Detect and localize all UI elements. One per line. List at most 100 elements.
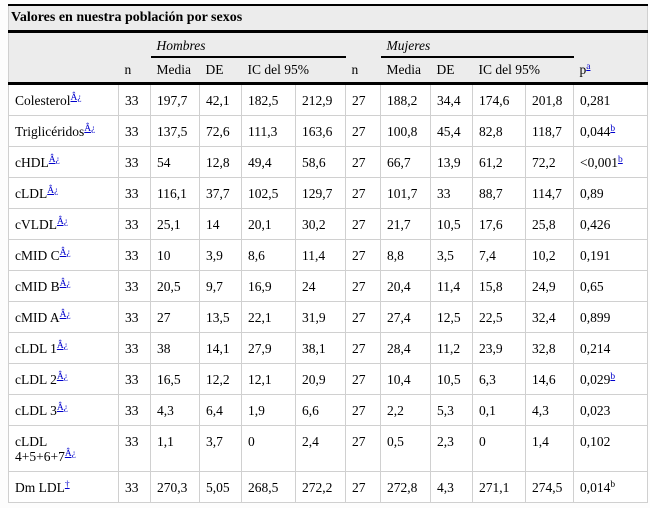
row-label: cLDL <box>15 186 48 201</box>
cell-p-value: 0,044b <box>572 115 649 147</box>
cell-ic-high-hombres: 163,6 <box>295 115 346 147</box>
cell-media-mujeres: 10,4 <box>380 363 431 395</box>
cell-n-hombres: 33 <box>118 83 151 116</box>
cell-ic-low-hombres: 102,5 <box>241 177 296 209</box>
col-header-media-hombres: Media <box>150 57 200 85</box>
cell-ic-high-hombres: 38,1 <box>295 332 346 364</box>
cell-media-hombres: 197,7 <box>150 83 200 116</box>
cell-de-hombres: 14,1 <box>199 332 242 364</box>
p-footnote-link[interactable]: b <box>610 480 616 490</box>
cell-n-mujeres: 27 <box>345 471 381 503</box>
col-header-de-hombres: DE <box>199 57 242 85</box>
col-header-p: pa <box>573 57 648 85</box>
cell-n-mujeres: 27 <box>345 301 381 333</box>
cell-ic-high-hombres: 58,6 <box>295 146 346 178</box>
row-footnote-link[interactable]: Â¿ <box>56 372 68 382</box>
cell-de-mujeres: 3,5 <box>430 239 473 271</box>
p-footnote-link[interactable]: b <box>618 155 623 165</box>
p-footnote-link[interactable]: b <box>610 124 616 134</box>
cell-de-mujeres: 11,4 <box>430 270 473 302</box>
cell-media-hombres: 4,3 <box>150 394 200 426</box>
cell-n-hombres: 33 <box>118 177 151 209</box>
cell-ic-high-hombres: 212,9 <box>295 83 346 116</box>
row-footnote-link[interactable]: Â¿ <box>56 217 69 227</box>
p-footnote-link[interactable]: b <box>610 372 616 382</box>
row-label: cLDL 3 <box>15 403 57 418</box>
cell-media-hombres: 116,1 <box>150 177 200 209</box>
cell-media-mujeres: 28,4 <box>380 332 431 364</box>
cell-n-mujeres: 27 <box>345 394 381 426</box>
p-value: 0,899 <box>580 310 611 325</box>
table-row: cLDL 1Â¿ 33 38 14,1 27,9 38,1 27 28,4 11… <box>8 332 649 364</box>
cell-ic-low-mujeres: 61,2 <box>472 146 526 178</box>
row-footnote-link[interactable]: Â¿ <box>47 186 59 196</box>
p-value: 0,014 <box>580 480 611 495</box>
row-footnote-link[interactable]: Â¿ <box>59 248 71 258</box>
row-label-cell: cLDL 3Â¿ <box>8 394 119 426</box>
cell-n-mujeres: 27 <box>345 270 381 302</box>
cell-de-mujeres: 4,3 <box>430 471 473 503</box>
spacer-cell <box>8 57 119 85</box>
row-footnote-link[interactable]: Â¿ <box>59 279 71 289</box>
row-footnote-link[interactable]: † <box>64 480 70 490</box>
cell-ic-low-mujeres: 7,4 <box>472 239 526 271</box>
cell-n-mujeres: 27 <box>345 83 381 116</box>
cell-de-hombres: 13,5 <box>199 301 242 333</box>
cell-ic-low-hombres: 8,6 <box>241 239 296 271</box>
col-header-n-hombres: n <box>118 57 151 85</box>
cell-p-value: 0,014b <box>572 471 649 503</box>
row-label-cell: cHDLÂ¿ <box>8 146 119 178</box>
cell-de-mujeres: 45,4 <box>430 115 473 147</box>
row-label-cell: cLDL 2Â¿ <box>8 363 119 395</box>
row-footnote-link[interactable]: Â¿ <box>59 310 71 320</box>
cell-ic-high-hombres: 30,2 <box>295 208 346 240</box>
cell-n-mujeres: 27 <box>345 425 381 472</box>
cell-de-mujeres: 10,5 <box>430 363 473 395</box>
cell-media-hombres: 137,5 <box>150 115 200 147</box>
cell-p-value: 0,89 <box>572 177 649 209</box>
cell-ic-low-mujeres: 174,6 <box>472 83 526 116</box>
cell-de-mujeres: 13,9 <box>430 146 473 178</box>
cell-media-mujeres: 2,2 <box>380 394 431 426</box>
cell-n-hombres: 33 <box>118 208 151 240</box>
col-header-media-mujeres: Media <box>380 57 431 85</box>
table-row: cLDLÂ¿ 33 116,1 37,7 102,5 129,7 27 101,… <box>8 177 649 209</box>
row-footnote-link[interactable]: Â¿ <box>56 403 68 413</box>
cell-de-mujeres: 10,5 <box>430 208 473 240</box>
cell-media-hombres: 20,5 <box>150 270 200 302</box>
cell-media-mujeres: 0,5 <box>380 425 431 472</box>
row-label-cell: TriglicéridosÂ¿ <box>8 115 119 147</box>
row-label: cLDL 4+5+6+7 <box>15 434 65 464</box>
col-header-ic-hombres: IC del 95% <box>241 57 346 85</box>
row-footnote-link[interactable]: Â¿ <box>56 341 68 351</box>
row-footnote-link[interactable]: Â¿ <box>48 155 60 165</box>
cell-n-hombres: 33 <box>118 394 151 426</box>
cell-media-mujeres: 21,7 <box>380 208 431 240</box>
cell-de-hombres: 9,7 <box>199 270 242 302</box>
row-footnote-link[interactable]: Â¿ <box>84 124 96 134</box>
cell-ic-low-mujeres: 22,5 <box>472 301 526 333</box>
row-footnote-link[interactable]: Â¿ <box>70 93 82 103</box>
p-value: 0,029 <box>580 372 611 387</box>
cell-de-mujeres: 2,3 <box>430 425 473 472</box>
cell-de-mujeres: 5,3 <box>430 394 473 426</box>
cell-media-mujeres: 101,7 <box>380 177 431 209</box>
group-header-row: Hombres Mujeres <box>8 31 648 58</box>
cell-ic-low-hombres: 111,3 <box>241 115 296 147</box>
cell-ic-high-hombres: 11,4 <box>295 239 346 271</box>
cell-n-hombres: 33 <box>118 332 151 364</box>
row-label-cell: cMID CÂ¿ <box>8 239 119 271</box>
cell-de-mujeres: 34,4 <box>430 83 473 116</box>
cell-de-mujeres: 12,5 <box>430 301 473 333</box>
footnote-a-link[interactable]: a <box>586 61 591 72</box>
cell-ic-high-mujeres: 201,8 <box>525 83 574 116</box>
cell-ic-low-hombres: 20,1 <box>241 208 296 240</box>
row-label-cell: cMID BÂ¿ <box>8 270 119 302</box>
cell-p-value: 0,899 <box>572 301 649 333</box>
row-footnote-link[interactable]: Â¿ <box>64 449 76 459</box>
row-label-cell: ColesterolÂ¿ <box>8 83 119 116</box>
cell-ic-high-mujeres: 32,4 <box>525 301 574 333</box>
row-label-cell: Dm LDL† <box>8 471 119 503</box>
cell-de-hombres: 72,6 <box>199 115 242 147</box>
cell-p-value: 0,023 <box>572 394 649 426</box>
